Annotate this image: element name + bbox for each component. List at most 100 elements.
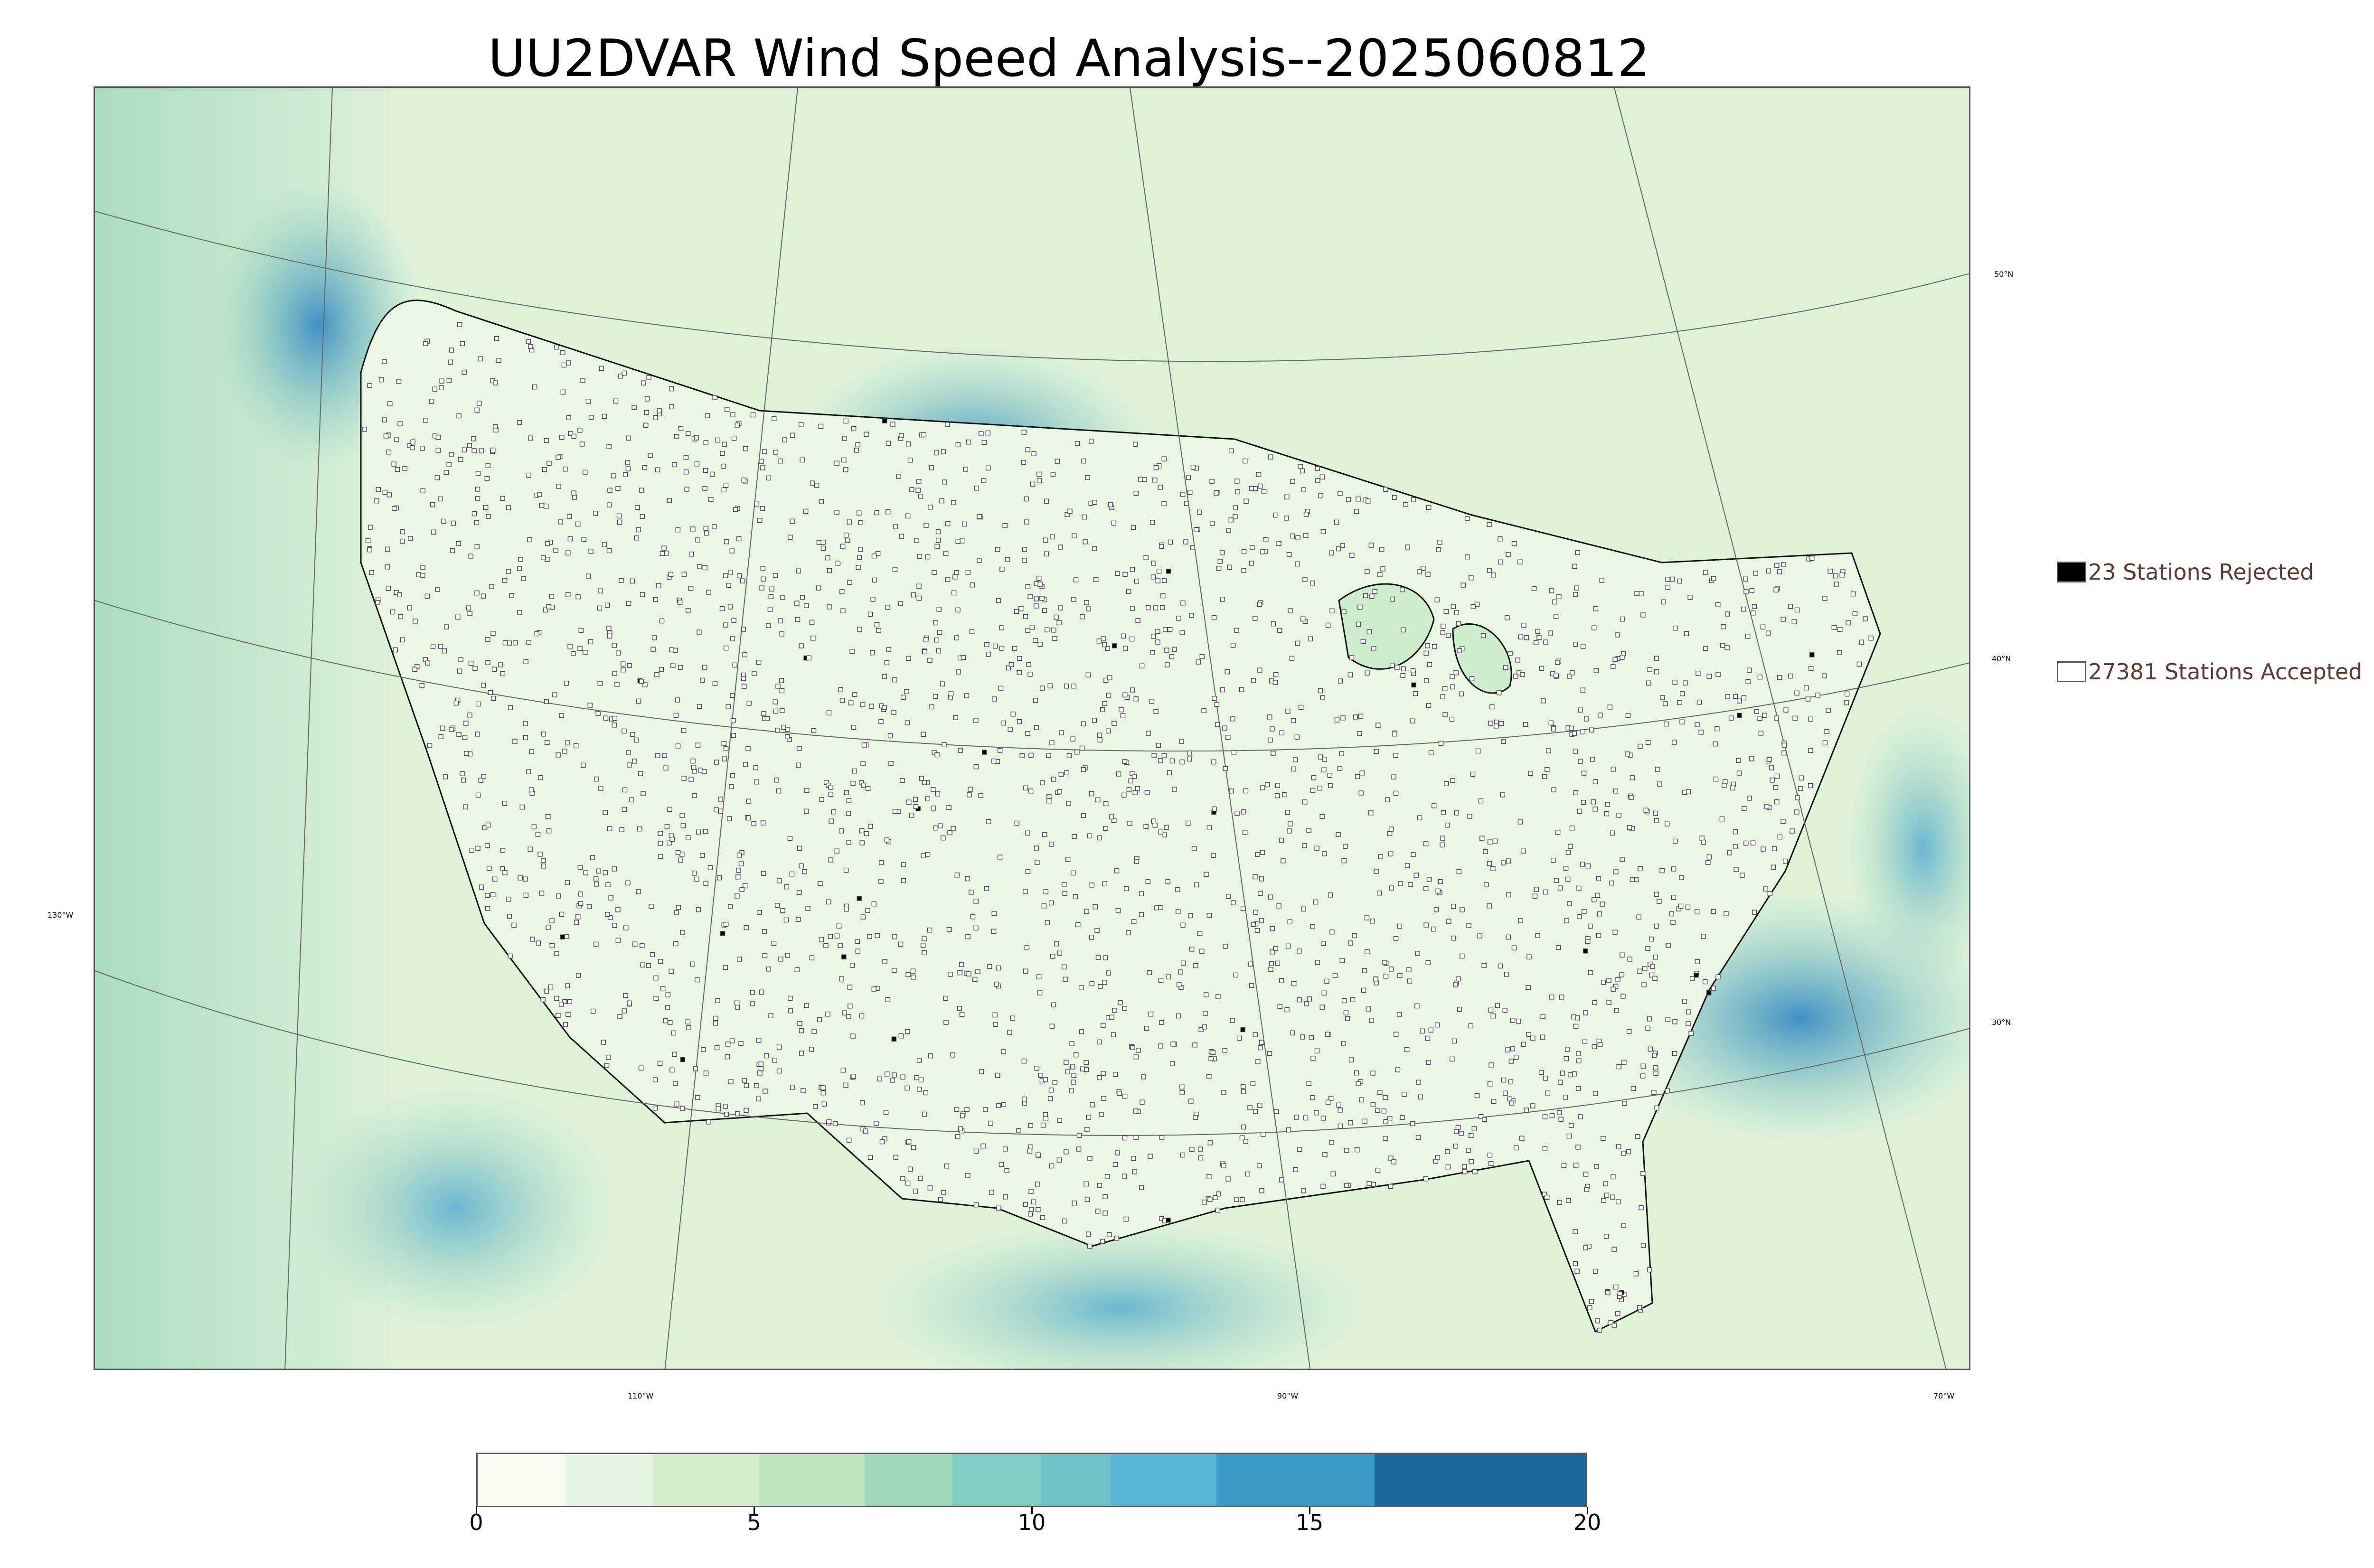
station-accepted-marker bbox=[413, 619, 418, 624]
station-accepted-marker bbox=[638, 1065, 644, 1070]
station-accepted-marker bbox=[692, 793, 697, 798]
station-accepted-marker bbox=[1640, 1171, 1646, 1176]
station-accepted-marker bbox=[1221, 1163, 1226, 1168]
station-accepted-marker bbox=[1358, 790, 1364, 796]
station-accepted-marker bbox=[929, 704, 934, 710]
station-accepted-marker bbox=[768, 594, 774, 600]
station-accepted-marker bbox=[763, 1089, 768, 1094]
station-accepted-marker bbox=[714, 760, 719, 765]
station-accepted-marker bbox=[997, 748, 1003, 753]
station-accepted-marker bbox=[1026, 662, 1031, 667]
station-accepted-marker bbox=[1341, 858, 1347, 864]
station-accepted-marker bbox=[1357, 731, 1362, 736]
station-accepted-marker bbox=[1308, 636, 1313, 642]
station-accepted-marker bbox=[874, 1121, 879, 1126]
station-accepted-marker bbox=[565, 1012, 571, 1017]
station-accepted-marker bbox=[904, 689, 909, 695]
station-accepted-marker bbox=[1007, 1030, 1012, 1035]
station-accepted-marker bbox=[1315, 466, 1320, 471]
station-accepted-marker bbox=[1024, 945, 1030, 950]
station-accepted-marker bbox=[481, 774, 487, 779]
station-accepted-marker bbox=[1651, 1089, 1657, 1095]
station-accepted-marker bbox=[927, 657, 933, 663]
station-accepted-marker bbox=[1075, 922, 1081, 928]
station-accepted-marker bbox=[617, 1014, 622, 1019]
station-accepted-marker bbox=[1083, 539, 1088, 545]
station-accepted-marker bbox=[972, 976, 978, 982]
station-accepted-marker bbox=[1608, 1320, 1614, 1325]
station-accepted-marker bbox=[1383, 1095, 1388, 1100]
station-accepted-marker bbox=[630, 578, 635, 584]
station-accepted-marker bbox=[1120, 713, 1126, 718]
station-accepted-marker bbox=[712, 524, 717, 529]
station-accepted-marker bbox=[1309, 1035, 1314, 1040]
station-accepted-marker bbox=[735, 874, 741, 880]
station-accepted-marker bbox=[1518, 918, 1523, 923]
station-accepted-marker bbox=[587, 703, 593, 708]
colorbar-segment bbox=[653, 1454, 759, 1506]
station-accepted-marker bbox=[1639, 1205, 1644, 1211]
station-accepted-marker bbox=[1095, 797, 1101, 803]
station-accepted-marker bbox=[1540, 1034, 1545, 1040]
station-accepted-marker bbox=[1446, 919, 1451, 924]
station-accepted-marker bbox=[625, 460, 631, 465]
station-accepted-marker bbox=[482, 825, 488, 830]
station-accepted-marker bbox=[1153, 709, 1159, 714]
station-accepted-marker bbox=[1226, 893, 1231, 899]
station-accepted-marker bbox=[882, 705, 887, 710]
station-rejected-marker bbox=[560, 934, 565, 939]
station-accepted-marker bbox=[1206, 825, 1212, 830]
station-accepted-marker bbox=[1713, 741, 1718, 747]
station-accepted-marker bbox=[641, 380, 646, 385]
station-accepted-marker bbox=[467, 443, 472, 448]
station-accepted-marker bbox=[719, 606, 725, 611]
station-accepted-marker bbox=[1164, 825, 1169, 830]
station-accepted-marker bbox=[1664, 721, 1669, 727]
station-accepted-marker bbox=[460, 771, 465, 776]
station-accepted-marker bbox=[785, 734, 790, 740]
station-accepted-marker bbox=[1654, 892, 1659, 897]
station-accepted-marker bbox=[1255, 1059, 1261, 1064]
station-accepted-marker bbox=[1227, 564, 1232, 570]
station-accepted-marker bbox=[1482, 1117, 1487, 1122]
station-accepted-marker bbox=[1206, 913, 1212, 918]
station-accepted-marker bbox=[1844, 691, 1850, 697]
station-accepted-marker bbox=[760, 506, 765, 511]
station-accepted-marker bbox=[1147, 970, 1152, 976]
station-accepted-marker bbox=[581, 537, 586, 542]
station-accepted-marker bbox=[575, 594, 581, 600]
station-accepted-marker bbox=[669, 836, 675, 842]
station-accepted-marker bbox=[1253, 1109, 1258, 1114]
station-accepted-marker bbox=[462, 735, 468, 740]
station-accepted-marker bbox=[626, 750, 631, 755]
station-accepted-marker bbox=[475, 792, 481, 798]
station-accepted-marker bbox=[1052, 636, 1057, 641]
station-accepted-marker bbox=[683, 469, 689, 475]
station-accepted-marker bbox=[1220, 687, 1225, 693]
station-accepted-marker bbox=[578, 901, 584, 906]
station-accepted-marker bbox=[641, 791, 646, 796]
station-accepted-marker bbox=[1487, 568, 1492, 573]
map-panel[interactable] bbox=[94, 86, 1970, 1370]
lon-label-110w: 110°W bbox=[628, 1391, 654, 1400]
station-accepted-marker bbox=[780, 708, 785, 713]
station-accepted-marker bbox=[1705, 860, 1711, 865]
station-accepted-marker bbox=[1046, 798, 1052, 804]
station-accepted-marker bbox=[1400, 587, 1405, 592]
station-accepted-marker bbox=[1194, 527, 1199, 532]
station-accepted-marker bbox=[913, 804, 919, 809]
station-accepted-marker bbox=[1530, 1103, 1536, 1108]
station-accepted-marker bbox=[1383, 974, 1389, 979]
station-rejected-marker bbox=[1166, 569, 1171, 574]
station-accepted-marker bbox=[1613, 789, 1619, 794]
station-accepted-marker bbox=[958, 748, 963, 753]
station-accepted-marker bbox=[1837, 650, 1842, 656]
station-accepted-marker bbox=[725, 1042, 731, 1047]
station-accepted-marker bbox=[1063, 976, 1068, 982]
station-accepted-marker bbox=[1392, 731, 1397, 737]
station-accepted-marker bbox=[567, 644, 573, 649]
station-accepted-marker bbox=[1167, 770, 1172, 776]
station-accepted-marker bbox=[392, 506, 397, 511]
station-accepted-marker bbox=[1601, 1198, 1607, 1203]
station-accepted-marker bbox=[539, 891, 545, 896]
